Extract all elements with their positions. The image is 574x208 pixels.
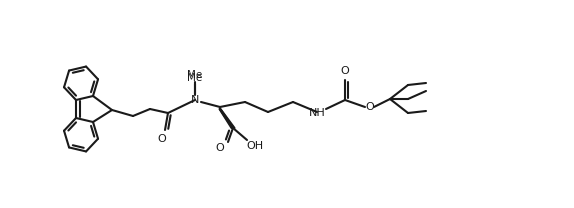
Text: O: O bbox=[366, 102, 374, 112]
Text: O: O bbox=[158, 134, 166, 144]
Text: Me: Me bbox=[187, 70, 203, 80]
Text: OH: OH bbox=[246, 141, 263, 151]
Text: O: O bbox=[340, 66, 350, 76]
Text: NH: NH bbox=[309, 108, 325, 118]
Text: Me: Me bbox=[187, 73, 203, 83]
Text: O: O bbox=[216, 143, 224, 153]
Text: N: N bbox=[191, 95, 199, 105]
